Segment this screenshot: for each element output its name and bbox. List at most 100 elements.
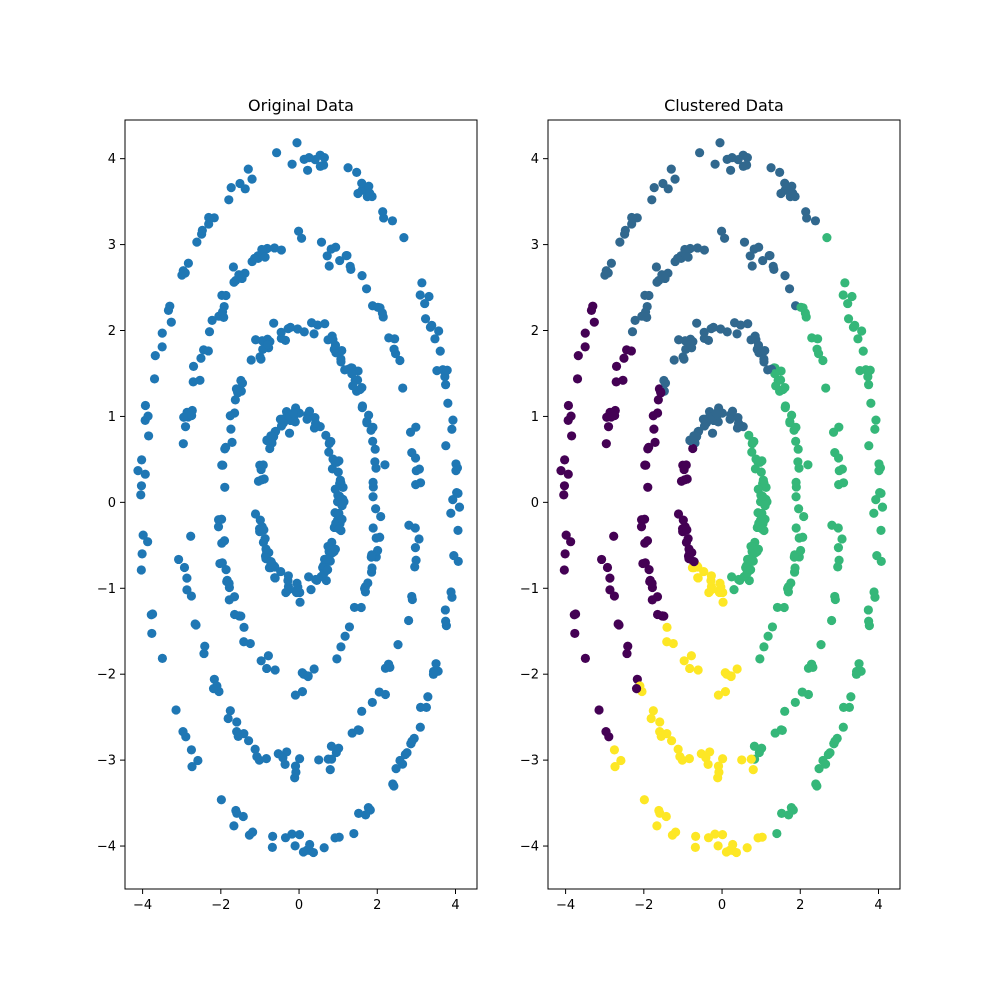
scatter-point	[204, 346, 213, 355]
scatter-point	[682, 525, 691, 534]
scatter-point	[361, 810, 370, 819]
scatter-point	[792, 523, 801, 532]
scatter-point	[872, 551, 881, 560]
scatter-point	[311, 419, 320, 428]
scatter-point	[178, 727, 187, 736]
original-data-panel: Original Data −4 −2 0 2 4 −4−3−2−101234	[97, 96, 477, 913]
scatter-point	[772, 829, 781, 838]
scatter-point	[619, 354, 628, 363]
scatter-point	[813, 334, 822, 343]
scatter-point	[251, 335, 260, 344]
scatter-point	[587, 306, 596, 315]
scatter-point	[215, 559, 224, 568]
scatter-point	[320, 843, 329, 852]
scatter-point	[313, 320, 322, 329]
scatter-point	[597, 555, 606, 564]
scatter-point	[746, 251, 755, 260]
scatter-point	[758, 524, 767, 533]
scatter-point	[239, 812, 248, 821]
scatter-point	[323, 565, 332, 574]
scatter-point	[337, 515, 346, 524]
scatter-point	[709, 323, 718, 332]
scatter-point	[179, 413, 188, 422]
scatter-point	[136, 490, 145, 499]
scatter-point	[776, 189, 785, 198]
scatter-point	[675, 752, 684, 761]
scatter-point	[453, 489, 462, 498]
scatter-point	[839, 723, 848, 732]
scatter-point	[812, 345, 821, 354]
scatter-point	[195, 376, 204, 385]
scatter-point	[846, 692, 855, 701]
scatter-point	[866, 366, 875, 375]
scatter-point	[260, 253, 269, 262]
scatter-point	[610, 745, 619, 754]
scatter-point	[446, 509, 455, 518]
scatter-point	[341, 632, 350, 641]
scatter-point	[368, 698, 377, 707]
scatter-point	[447, 425, 456, 434]
scatter-point	[670, 355, 679, 364]
x-tick-label: 4	[451, 898, 459, 913]
scatter-point	[864, 441, 873, 450]
scatter-point	[346, 265, 355, 274]
scatter-point	[852, 670, 861, 679]
scatter-point	[401, 750, 410, 759]
scatter-point	[840, 278, 849, 287]
scatter-point	[768, 622, 777, 631]
scatter-point	[334, 468, 343, 477]
scatter-point	[368, 492, 377, 501]
scatter-point	[662, 637, 671, 646]
scatter-point	[226, 425, 235, 434]
scatter-point	[330, 457, 339, 466]
scatter-point	[749, 437, 758, 446]
y-tick-label: −4	[97, 840, 116, 855]
scatter-point	[389, 781, 398, 790]
scatter-point	[567, 431, 576, 440]
scatter-point	[649, 706, 658, 715]
scatter-point	[353, 375, 362, 384]
scatter-point	[314, 755, 323, 764]
scatter-point	[667, 736, 676, 745]
scatter-point	[261, 544, 270, 553]
scatter-point	[429, 670, 438, 679]
scatter-point	[251, 509, 260, 518]
scatter-point	[831, 595, 840, 604]
scatter-point	[760, 515, 769, 524]
scatter-point	[683, 253, 692, 262]
scatter-point	[448, 416, 457, 425]
scatter-point	[754, 341, 763, 350]
scatter-point	[644, 443, 653, 452]
scatter-point	[364, 411, 373, 420]
scatter-point	[835, 466, 844, 475]
scatter-point	[670, 174, 679, 183]
scatter-point	[686, 340, 695, 349]
scatter-point	[748, 261, 757, 270]
scatter-point	[265, 444, 274, 453]
scatter-point	[230, 610, 239, 619]
scatter-point	[187, 411, 196, 420]
scatter-point	[821, 383, 830, 392]
scatter-point	[164, 306, 173, 315]
scatter-point	[716, 583, 725, 592]
scatter-point	[309, 329, 318, 338]
scatter-point	[859, 347, 868, 356]
scatter-point	[455, 503, 464, 512]
scatter-point	[272, 148, 281, 157]
scatter-point	[291, 841, 300, 850]
scatter-point	[560, 565, 569, 574]
scatter-point	[205, 327, 214, 336]
scatter-point	[221, 291, 230, 300]
scatter-point	[803, 460, 812, 469]
scatter-point	[760, 500, 769, 509]
scatter-point	[179, 266, 188, 275]
scatter-point	[726, 166, 735, 175]
x-tick-label: −4	[556, 898, 575, 913]
scatter-point	[260, 474, 269, 483]
scatter-point	[791, 478, 800, 487]
scatter-point	[262, 754, 271, 763]
scatter-point	[641, 307, 650, 316]
scatter-point	[358, 403, 367, 412]
scatter-point	[603, 563, 612, 572]
scatter-point	[763, 365, 772, 374]
